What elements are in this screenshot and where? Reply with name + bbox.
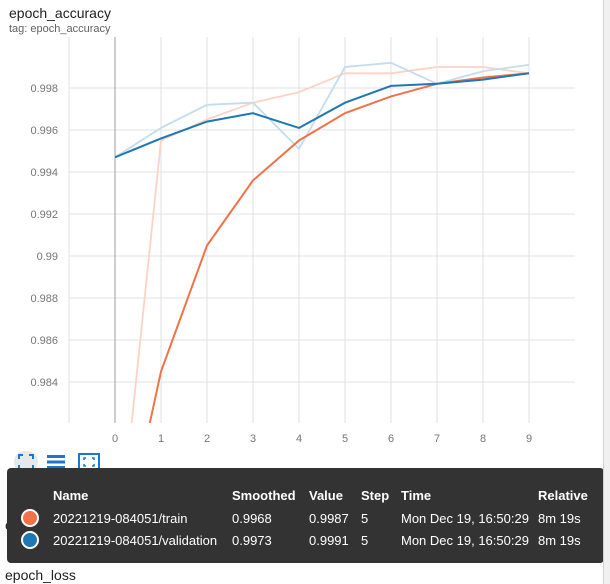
y-tick-label: 0.99 — [37, 251, 58, 263]
x-tick-label: 2 — [204, 433, 210, 445]
row-relative: 8m 19s — [538, 511, 581, 526]
data-table-icon — [47, 455, 65, 469]
header-relative: Relative — [538, 488, 588, 503]
row-value: 0.9991 — [309, 533, 349, 548]
header-smoothed: Smoothed — [232, 488, 296, 503]
x-tick-label: 6 — [388, 433, 394, 445]
row-name: 20221219-084051/train — [53, 511, 188, 526]
row-relative: 8m 19s — [538, 533, 581, 548]
epoch-loss-card-title: epoch_loss — [5, 567, 76, 583]
header-time: Time — [401, 488, 432, 503]
x-tick-label: 7 — [434, 433, 440, 445]
y-tick-label: 0.996 — [30, 125, 58, 137]
row-step: 5 — [361, 511, 369, 526]
row-value: 0.9987 — [309, 511, 349, 526]
row-time: Mon Dec 19, 16:50:29 — [401, 511, 529, 526]
fit-domain-button[interactable] — [14, 451, 38, 473]
header-value: Value — [309, 488, 343, 503]
validation-raw-line — [114, 61, 530, 159]
row-step: 5 — [361, 533, 369, 548]
chart-grid — [68, 37, 575, 423]
x-tick-label: 5 — [342, 433, 348, 445]
data-tooltip: Name Smoothed Value Step Time Relative 2… — [7, 468, 604, 563]
y-tick-label: 0.988 — [30, 293, 58, 305]
chart-lines — [114, 61, 530, 423]
train-raw-line — [130, 66, 530, 423]
row-smoothed: 0.9968 — [232, 511, 272, 526]
train-color-dot — [21, 509, 39, 527]
fit-domain-icon — [18, 454, 34, 470]
scrollbar[interactable] — [603, 0, 610, 584]
validation-color-dot — [21, 531, 39, 549]
validation-smoothed-line — [114, 72, 530, 159]
card-tag: tag: epoch_accuracy — [9, 23, 111, 35]
x-tick-label: 3 — [250, 433, 256, 445]
card-title: epoch_accuracy — [9, 5, 111, 21]
x-tick-label: 9 — [526, 433, 532, 445]
row-name: 20221219-084051/validation — [53, 533, 218, 548]
x-tick-label: 4 — [296, 433, 302, 445]
train-smoothed-line — [148, 72, 530, 423]
y-tick-label: 0.984 — [30, 377, 58, 389]
y-tick-label: 0.992 — [30, 209, 58, 221]
row-smoothed: 0.9973 — [232, 533, 272, 548]
header-step: Step — [361, 488, 390, 503]
y-tick-label: 0.994 — [30, 167, 58, 179]
data-table-button[interactable] — [45, 452, 67, 472]
chart-tick-labels: 0 1 2 3 4 5 6 7 8 9 0.984 0.986 0.988 0.99 0.992 0.994 0… — [30, 83, 532, 445]
x-tick-label: 1 — [158, 433, 164, 445]
y-tick-label: 0.998 — [30, 83, 58, 95]
accuracy-chart[interactable]: 0 1 2 3 4 5 6 7 8 9 0.984 0.986 0.988 0.99 0.992 0.994 0… — [0, 0, 603, 450]
x-tick-label: 0 — [112, 433, 118, 445]
row-time: Mon Dec 19, 16:50:29 — [401, 533, 529, 548]
header-name: Name — [53, 488, 89, 503]
y-tick-label: 0.986 — [30, 335, 58, 347]
x-tick-label: 8 — [480, 433, 486, 445]
